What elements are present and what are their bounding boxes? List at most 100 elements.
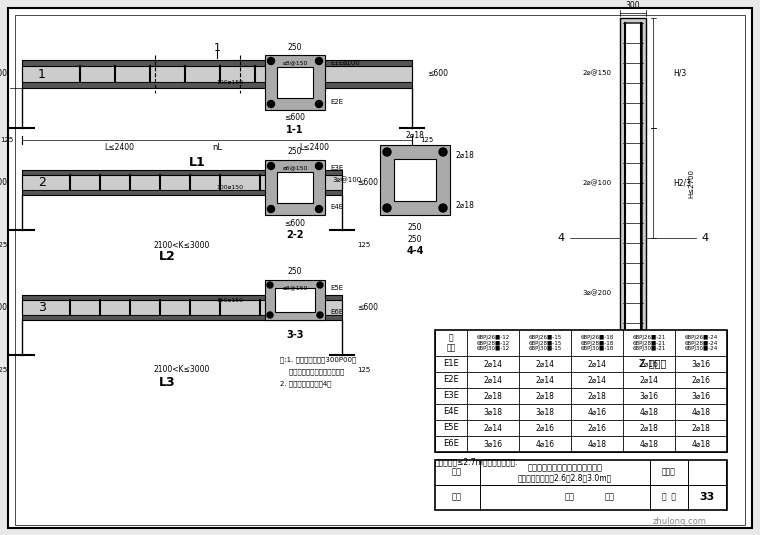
Text: 250: 250 [288, 42, 302, 51]
Text: 3⌀@200: 3⌀@200 [583, 290, 612, 296]
Text: 6BPJ26■-18
6BPJ28■-18
6BPJ30■-18: 6BPJ26■-18 6BPJ28■-18 6BPJ30■-18 [581, 335, 613, 351]
Text: 2⌀14: 2⌀14 [587, 376, 606, 385]
Text: 2⌀14: 2⌀14 [639, 376, 658, 385]
Bar [22, 66, 412, 82]
Text: 页  次: 页 次 [662, 493, 676, 501]
Circle shape [383, 148, 391, 156]
Circle shape [268, 57, 274, 65]
Text: 2⌀18: 2⌀18 [640, 424, 658, 432]
Circle shape [268, 205, 274, 212]
Text: 2⌀16: 2⌀16 [692, 376, 711, 385]
Text: 筋
型号: 筋 型号 [446, 333, 456, 353]
Text: 125: 125 [357, 242, 370, 248]
Text: ≤600: ≤600 [284, 218, 306, 227]
Text: 2⌀@150: 2⌀@150 [583, 70, 612, 77]
Text: 4⌀18: 4⌀18 [639, 439, 658, 448]
Text: E6E: E6E [330, 309, 344, 315]
Text: 2⌀16: 2⌀16 [639, 360, 658, 369]
Text: 防空地下室楼梯出入口防倒塌棚架: 防空地下室楼梯出入口防倒塌棚架 [527, 463, 603, 472]
Bar [435, 460, 727, 510]
Text: 2⌀18: 2⌀18 [536, 392, 555, 401]
Text: 注：当树高≤2.7m时，本表格适用.: 注：当树高≤2.7m时，本表格适用. [435, 457, 518, 467]
Text: 2⌀14: 2⌀14 [483, 424, 502, 432]
Bar [620, 18, 646, 348]
Text: 图名: 图名 [452, 468, 462, 477]
Text: 2⌀18: 2⌀18 [587, 392, 606, 401]
Text: E2E: E2E [443, 376, 459, 385]
Text: ≤600: ≤600 [0, 303, 7, 312]
Bar [22, 82, 412, 88]
Text: 2⌀14: 2⌀14 [536, 360, 555, 369]
Text: 3: 3 [38, 301, 46, 314]
Bar [22, 315, 342, 320]
Circle shape [268, 101, 274, 108]
Text: 4⌀18: 4⌀18 [692, 439, 711, 448]
Text: H≤2700: H≤2700 [688, 169, 694, 197]
Text: 注:1. 梁平面配筋按每300P00，: 注:1. 梁平面配筋按每300P00， [280, 357, 356, 363]
Bar [22, 60, 412, 88]
Text: 4: 4 [558, 233, 565, 243]
Bar [22, 170, 342, 195]
Text: H2/3: H2/3 [673, 179, 691, 187]
Text: 2⌀18: 2⌀18 [483, 392, 502, 401]
Text: 2⌀16: 2⌀16 [536, 424, 555, 432]
Text: 125: 125 [0, 137, 14, 143]
Circle shape [315, 163, 322, 170]
Text: ≤600: ≤600 [0, 178, 7, 187]
Circle shape [439, 204, 447, 212]
Bar [435, 330, 727, 452]
Circle shape [315, 101, 322, 108]
Text: Z 柱配筋: Z 柱配筋 [639, 358, 667, 368]
Text: 1: 1 [38, 67, 46, 80]
Text: 125: 125 [357, 367, 370, 373]
Text: 3-3: 3-3 [287, 330, 304, 340]
Text: 图案号: 图案号 [662, 468, 676, 477]
Text: ⌀6@150: ⌀6@150 [282, 165, 308, 171]
Text: 6BPJ26■-12
6BPJ28■-12
6BPJ30■-12: 6BPJ26■-12 6BPJ28■-12 6BPJ30■-12 [477, 335, 510, 351]
Text: 125: 125 [0, 242, 7, 248]
Text: 2: 2 [38, 176, 46, 189]
Bar [22, 300, 342, 315]
Text: 3⌀18: 3⌀18 [536, 408, 555, 417]
Bar [265, 55, 325, 110]
Text: L≤2400: L≤2400 [299, 143, 330, 152]
Text: 2-2: 2-2 [287, 230, 304, 240]
Bar [394, 159, 436, 201]
Text: 4: 4 [701, 233, 708, 243]
Text: E4E: E4E [443, 408, 459, 417]
Bar [277, 172, 313, 203]
Bar [624, 22, 642, 344]
Bar [22, 175, 342, 190]
Text: ⌀8@150: ⌀8@150 [282, 60, 308, 65]
Circle shape [315, 205, 322, 212]
Text: 6BPJ26■-24
6BPJ28■-24
6BPJ30■-24: 6BPJ26■-24 6BPJ28■-24 6BPJ30■-24 [684, 335, 717, 351]
Text: ≤600: ≤600 [357, 303, 378, 312]
Text: ≤600: ≤600 [427, 70, 448, 79]
Text: 250: 250 [408, 223, 423, 232]
Circle shape [268, 163, 274, 170]
Text: 4⌀16: 4⌀16 [587, 408, 606, 417]
Bar [265, 160, 325, 215]
Text: 125: 125 [420, 137, 434, 143]
Text: 3⌀16: 3⌀16 [483, 439, 502, 448]
Text: 2⌀18: 2⌀18 [455, 150, 474, 159]
Text: 3⌀16: 3⌀16 [692, 360, 711, 369]
Text: E3E: E3E [330, 165, 344, 171]
Bar [22, 190, 342, 195]
Text: 3⌀16: 3⌀16 [639, 392, 659, 401]
Text: 审核: 审核 [452, 493, 462, 501]
Text: 250: 250 [408, 234, 423, 243]
Text: 2. 箍筋宜选细筋直径4。: 2. 箍筋宜选细筋直径4。 [280, 381, 331, 387]
Text: 2⌀14: 2⌀14 [536, 376, 555, 385]
Circle shape [267, 282, 273, 288]
Text: 4⌀18: 4⌀18 [639, 408, 658, 417]
Text: 6BPJ26■-21
6BPJ28■-21
6BPJ30■-21: 6BPJ26■-21 6BPJ28■-21 6BPJ30■-21 [632, 335, 666, 351]
Text: 2100<K≤3000: 2100<K≤3000 [154, 241, 211, 249]
Circle shape [315, 57, 322, 65]
Text: 2⌀16: 2⌀16 [587, 424, 606, 432]
Bar [22, 170, 342, 175]
Text: E5E: E5E [330, 285, 343, 291]
Text: 校对: 校对 [565, 493, 575, 501]
Text: E6E: E6E [443, 439, 459, 448]
Text: 4-4: 4-4 [407, 246, 424, 256]
